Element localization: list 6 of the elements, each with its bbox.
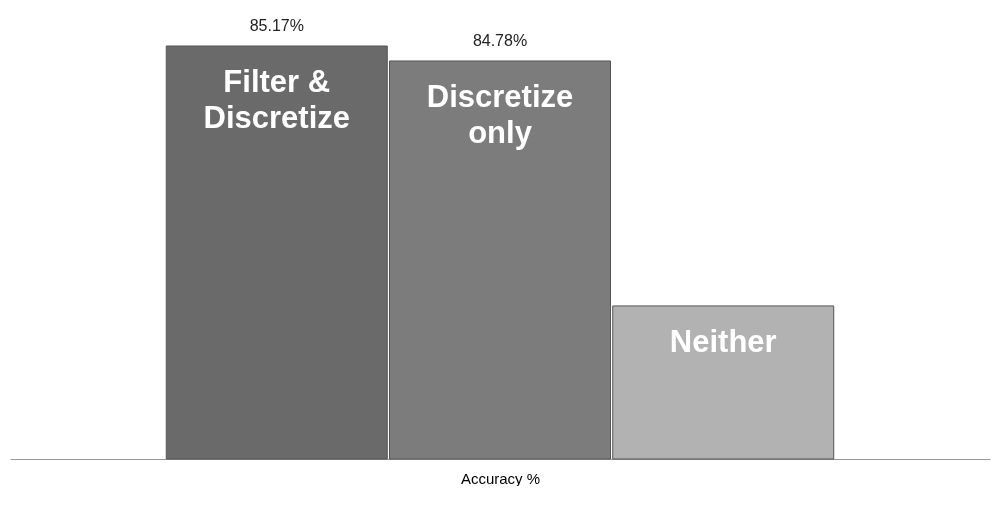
- data-label: 84.78%: [472, 32, 528, 49]
- x-tick-label: Filter & Discretize: [203, 64, 350, 135]
- x-tick-label: Neither: [669, 323, 777, 359]
- data-label: 85.17%: [249, 17, 304, 34]
- x-axis-title: Accuracy %: [460, 469, 541, 487]
- x-tick-label: Discretize only: [426, 79, 574, 150]
